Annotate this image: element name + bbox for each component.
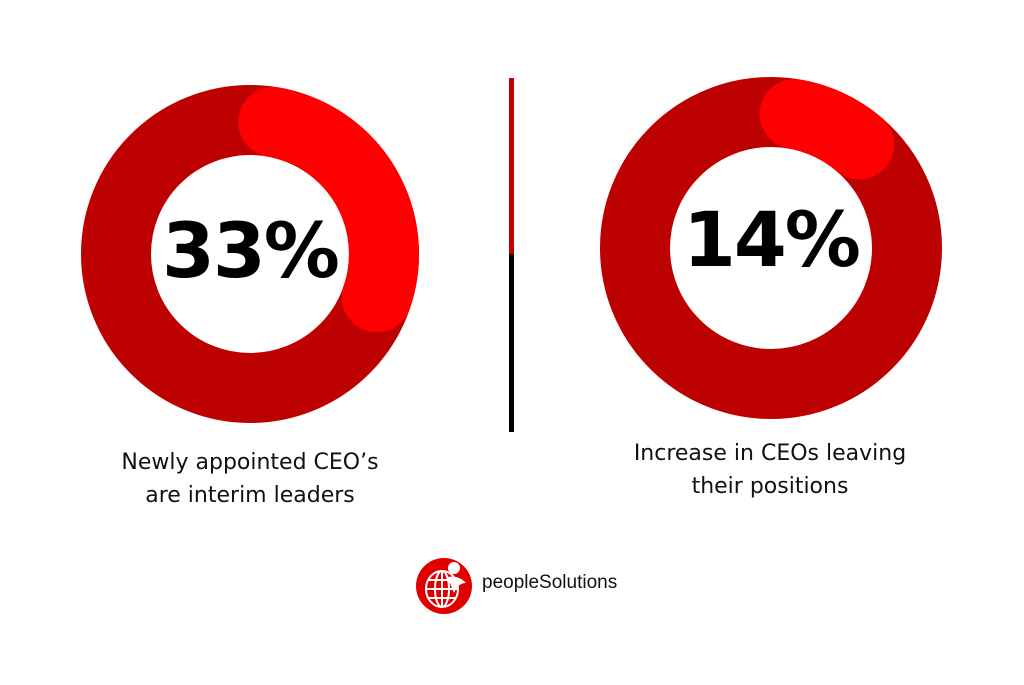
caption-left-line-1: Newly appointed CEO’s [121, 450, 379, 475]
caption-right-line-2: their positions [691, 474, 849, 499]
caption-left: Newly appointed CEO’s are interim leader… [80, 446, 420, 512]
donut-highlight-left [238, 87, 419, 333]
logo-text: peopleSolutions [482, 572, 618, 593]
divider-bottom-segment [509, 254, 514, 432]
divider-top-segment [509, 78, 514, 254]
percentage-value-left: 33% [162, 206, 340, 295]
donut-highlight-right [759, 79, 895, 180]
percentage-value-right: 14% [683, 195, 861, 284]
caption-left-line-2: are interim leaders [145, 483, 355, 508]
globe-person-icon [416, 558, 472, 614]
caption-right-line-1: Increase in CEOs leaving [633, 441, 907, 466]
caption-right: Increase in CEOs leaving their positions [590, 437, 950, 503]
donut-svg-left [81, 85, 419, 423]
donut-chart-right: 14% [600, 77, 942, 419]
people-solutions-logo: peopleSolutions [414, 553, 634, 619]
donut-svg-right [600, 77, 942, 419]
donut-chart-left: 33% [80, 84, 420, 424]
